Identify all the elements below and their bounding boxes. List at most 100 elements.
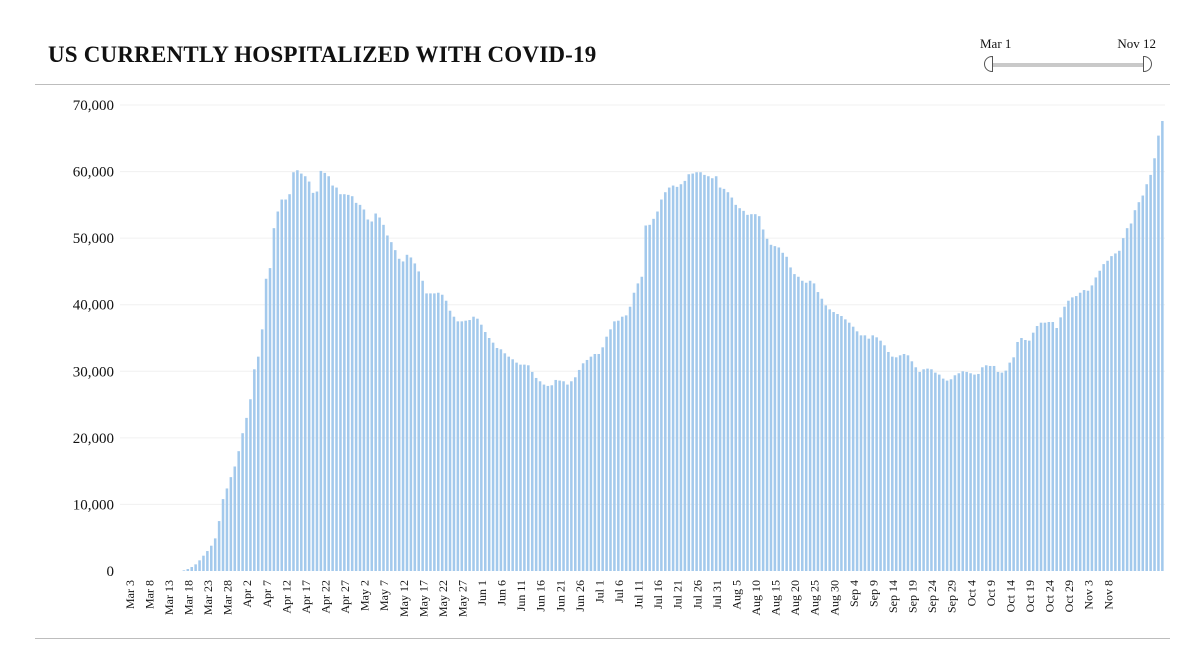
bar (906, 355, 910, 571)
bar (734, 204, 738, 572)
x-tick-label: May 7 (377, 580, 391, 611)
range-start-handle[interactable] (984, 56, 993, 72)
bar (824, 305, 828, 571)
bar (828, 309, 831, 571)
bar (288, 194, 291, 571)
bar (957, 373, 961, 571)
bar (276, 211, 280, 571)
bar (750, 214, 753, 571)
bar (1024, 340, 1027, 571)
x-tick-label: Sep 19 (906, 580, 920, 613)
bar (554, 379, 557, 571)
bar (609, 329, 612, 571)
bar (820, 298, 824, 571)
bar (683, 180, 687, 571)
bar (1141, 195, 1145, 572)
bar (1161, 120, 1164, 571)
bar (593, 353, 597, 571)
bar (241, 433, 244, 571)
bar (949, 379, 953, 571)
bar (667, 187, 671, 572)
bar (718, 187, 722, 572)
bar (765, 238, 769, 571)
bar (738, 208, 741, 571)
bar (256, 356, 260, 571)
bar (405, 254, 409, 572)
bar (1094, 277, 1098, 571)
bar (605, 336, 608, 571)
bar (648, 224, 651, 571)
bar (585, 359, 589, 571)
bar (464, 320, 467, 571)
bar (542, 384, 546, 571)
bar (969, 373, 972, 571)
bar (1137, 202, 1141, 571)
bar (409, 257, 413, 571)
bar (632, 292, 636, 571)
bar (233, 466, 237, 571)
bar (280, 199, 284, 571)
x-tick-label: Aug 15 (769, 580, 783, 616)
bar (440, 294, 444, 571)
range-track[interactable] (988, 63, 1148, 67)
bar (468, 320, 471, 571)
bar (597, 353, 601, 571)
bar (918, 371, 921, 571)
bar (425, 293, 428, 571)
bar (378, 217, 381, 571)
x-tick-label: Jun 1 (475, 580, 489, 606)
bar (476, 318, 479, 571)
x-tick-label: Oct 19 (1023, 580, 1037, 612)
bar (1118, 250, 1121, 572)
x-tick-label: May 27 (455, 580, 469, 617)
bar (710, 178, 714, 572)
bar (1121, 238, 1125, 571)
bar (581, 363, 585, 571)
bar (1133, 210, 1137, 571)
bar (840, 316, 843, 571)
bar (847, 322, 851, 571)
bar (448, 310, 452, 571)
x-tick-label: Jun 6 (495, 580, 509, 606)
bar (577, 369, 581, 571)
x-tick-label: Sep 14 (886, 580, 900, 613)
x-tick-label: Jun 11 (514, 580, 528, 611)
range-end-label: Nov 12 (1117, 36, 1156, 51)
bar (421, 280, 424, 571)
bar (761, 229, 765, 572)
bar (652, 218, 655, 571)
bar (350, 196, 354, 571)
x-tick-label: Jul 1 (592, 580, 606, 603)
bar (793, 274, 796, 571)
bar (343, 194, 346, 571)
bar (347, 194, 350, 571)
bar (1035, 326, 1039, 571)
x-tick-label: Mar 8 (142, 580, 156, 609)
bar (894, 357, 898, 571)
bar (992, 365, 996, 571)
x-tick-label: Jun 21 (553, 580, 567, 612)
bar (855, 331, 859, 571)
bar (977, 373, 980, 571)
x-tick-label: Nov 8 (1101, 580, 1115, 610)
bar (307, 181, 311, 571)
x-tick-label: Jul 26 (690, 580, 704, 609)
date-range-slider[interactable]: Mar 1 Nov 12 (980, 30, 1160, 80)
bar (315, 191, 319, 572)
bar (272, 228, 276, 571)
x-tick-label: Oct 14 (1003, 580, 1017, 612)
bar (1047, 322, 1051, 571)
bar (644, 225, 647, 572)
bar (812, 283, 816, 571)
bar (327, 176, 330, 572)
bar (1016, 341, 1019, 571)
bar (785, 256, 788, 571)
bar (300, 173, 303, 571)
bar (358, 204, 362, 572)
bar (362, 209, 366, 571)
bar (1082, 290, 1086, 571)
bar (883, 345, 886, 571)
bar (695, 172, 698, 572)
x-tick-label: May 2 (358, 580, 372, 611)
bar (264, 278, 268, 571)
